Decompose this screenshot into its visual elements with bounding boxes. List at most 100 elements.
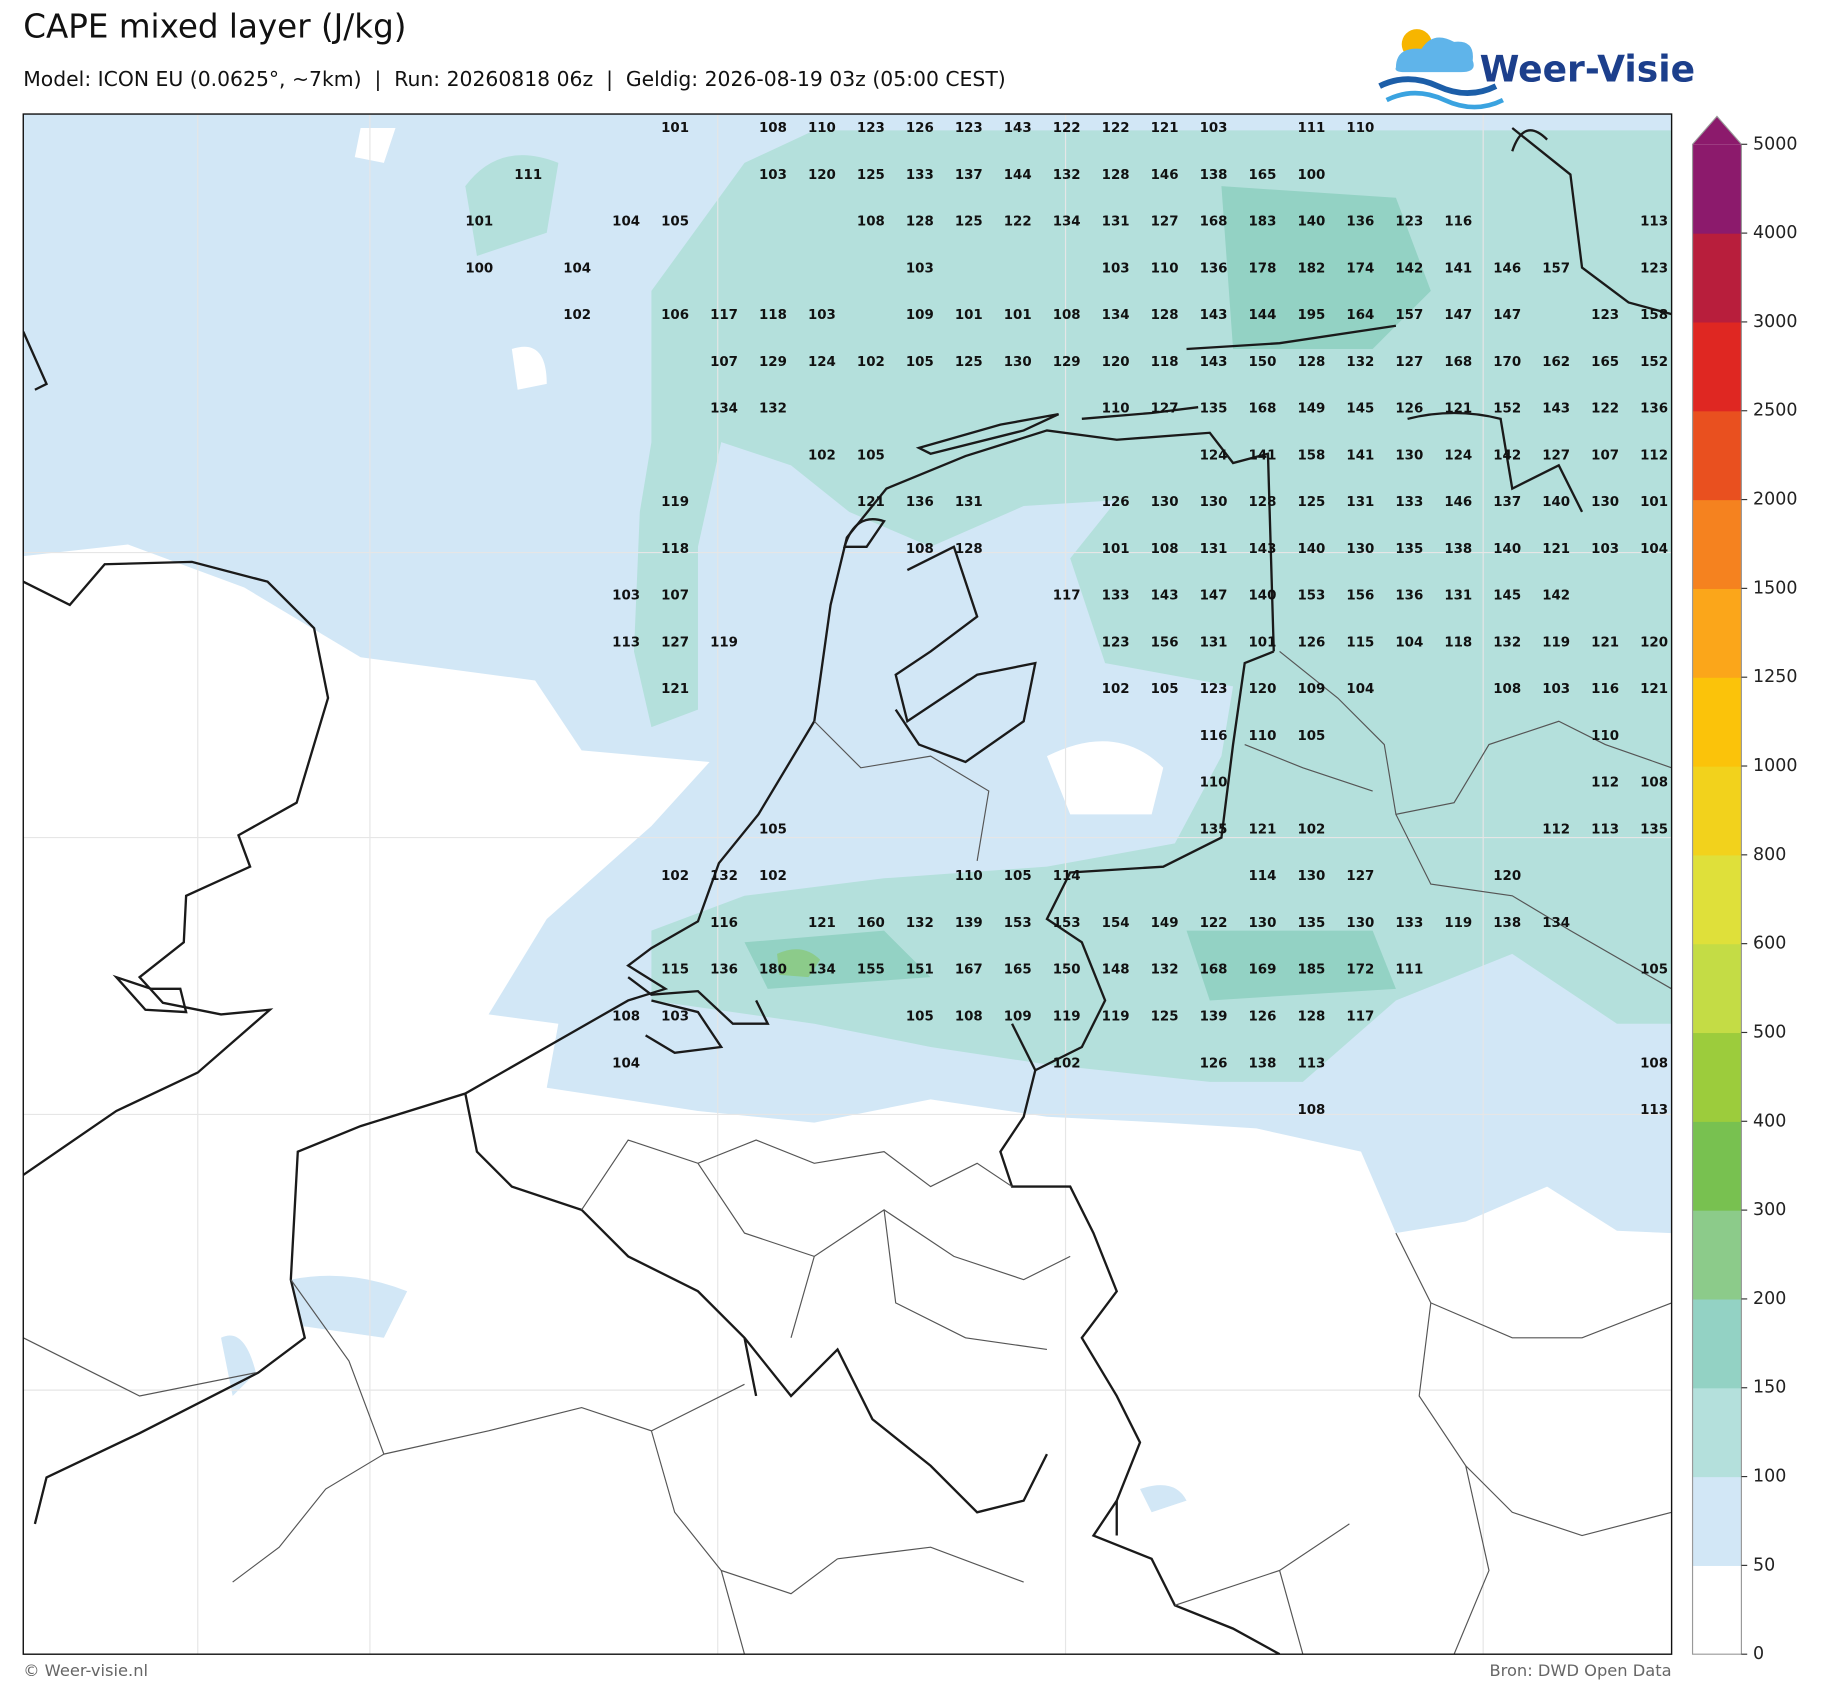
cape-label: 113 (1591, 822, 1619, 837)
cape-label: 105 (1640, 963, 1668, 978)
cape-label: 150 (1053, 963, 1081, 978)
cape-label: 195 (1297, 308, 1325, 323)
cape-label: 105 (661, 215, 689, 230)
cape-label: 104 (1395, 635, 1423, 650)
cape-label: 103 (1102, 261, 1130, 276)
cape-label: 168 (1249, 402, 1277, 417)
cape-label: 130 (1346, 916, 1374, 931)
colorbar-segment (1692, 499, 1742, 589)
colorbar-segment (1692, 1387, 1742, 1478)
cape-label: 125 (955, 355, 983, 370)
cape-label: 153 (1297, 589, 1325, 604)
cape-label: 105 (1004, 869, 1032, 884)
cape-label: 113 (1640, 215, 1668, 230)
cape-label: 136 (1395, 589, 1423, 604)
cape-label: 132 (1346, 355, 1374, 370)
cape-label: 121 (808, 916, 836, 931)
colorbar-segment (1692, 1210, 1742, 1300)
cape-label: 132 (1493, 635, 1521, 650)
cape-label: 134 (1542, 916, 1570, 931)
cape-label: 122 (1591, 402, 1619, 417)
cape-label: 146 (1151, 168, 1179, 183)
cape-label: 130 (1346, 542, 1374, 557)
cape-label: 119 (661, 495, 689, 510)
cape-label: 127 (1542, 448, 1570, 463)
cape-label: 144 (1004, 168, 1032, 183)
colorbar-segment (1692, 943, 1742, 1034)
cape-label: 147 (1200, 589, 1228, 604)
cape-label: 151 (906, 963, 934, 978)
colorbar-tick-label: 600 (1753, 934, 1786, 954)
cape-label: 110 (808, 121, 836, 136)
cape-label: 140 (1297, 215, 1325, 230)
cape-label: 103 (759, 168, 787, 183)
subtitle: Model: ICON EU (0.0625°, ~7km) | Run: 20… (23, 67, 1005, 92)
colorbar-tick-label: 400 (1753, 1111, 1786, 1131)
colorbar-segment (1692, 588, 1742, 678)
cape-label: 158 (1640, 308, 1668, 323)
cape-label: 119 (1053, 1010, 1081, 1025)
cape-label: 103 (1591, 542, 1619, 557)
cape-label: 147 (1493, 308, 1521, 323)
colorbar-extend (1692, 116, 1742, 145)
cape-label: 109 (1297, 682, 1325, 697)
cape-label: 135 (1297, 916, 1325, 931)
cape-label: 165 (1591, 355, 1619, 370)
cape-label: 103 (661, 1010, 689, 1025)
colorbar-segment (1692, 1565, 1742, 1655)
cape-label: 121 (1249, 822, 1277, 837)
colorbar-tick-label: 800 (1753, 845, 1786, 865)
cape-label: 136 (1200, 261, 1228, 276)
cape-label: 101 (1004, 308, 1032, 323)
cape-label: 169 (1249, 963, 1277, 978)
cape-label: 126 (906, 121, 934, 136)
cape-label: 123 (1102, 635, 1130, 650)
cape-label: 115 (1346, 635, 1374, 650)
cape-label: 118 (661, 542, 689, 557)
cape-label: 113 (1640, 1103, 1668, 1118)
cape-label: 130 (1297, 869, 1325, 884)
cape-label: 108 (1151, 542, 1179, 557)
colorbar-segment (1692, 677, 1742, 767)
cape-label: 128 (955, 542, 983, 557)
cape-label: 140 (1542, 495, 1570, 510)
cape-label: 120 (1102, 355, 1130, 370)
cape-label: 104 (612, 1056, 640, 1071)
colorbar-tick-label: 100 (1753, 1467, 1786, 1487)
cape-label: 122 (1102, 121, 1130, 136)
colorbar-outline (1691, 115, 1742, 1655)
cape-label: 112 (1591, 776, 1619, 791)
cape-label: 141 (1444, 261, 1472, 276)
cape-label: 160 (857, 916, 885, 931)
cape-label: 123 (1395, 215, 1423, 230)
cape-label: 132 (1151, 963, 1179, 978)
cape-label: 121 (1591, 635, 1619, 650)
cape-label: 108 (1493, 682, 1521, 697)
shade-100 (633, 130, 1672, 1082)
cape-label: 126 (1395, 402, 1423, 417)
cape-label: 113 (612, 635, 640, 650)
cape-label: 185 (1297, 963, 1325, 978)
cape-label: 104 (1346, 682, 1374, 697)
cape-label: 108 (1640, 776, 1668, 791)
cape-label: 131 (1346, 495, 1374, 510)
footer-right: Bron: DWD Open Data (1489, 1661, 1671, 1680)
cape-label: 180 (759, 963, 787, 978)
cape-label: 102 (1053, 1056, 1081, 1071)
cape-label: 117 (1346, 1010, 1374, 1025)
cape-label: 102 (808, 448, 836, 463)
cape-label: 149 (1151, 916, 1179, 931)
cape-label: 121 (1444, 402, 1472, 417)
cape-label: 153 (1004, 916, 1032, 931)
cape-label: 112 (1542, 822, 1570, 837)
cape-label: 143 (1151, 589, 1179, 604)
cape-label: 109 (1004, 1010, 1032, 1025)
cape-label: 122 (1004, 215, 1032, 230)
logo: Weer-Visie (1378, 29, 1695, 110)
cape-label: 101 (465, 215, 493, 230)
cape-label: 113 (1297, 1056, 1325, 1071)
cape-label: 111 (1297, 121, 1325, 136)
cape-label: 120 (1249, 682, 1277, 697)
cape-label: 140 (1297, 542, 1325, 557)
colorbar-tick-label: 3000 (1753, 312, 1797, 332)
